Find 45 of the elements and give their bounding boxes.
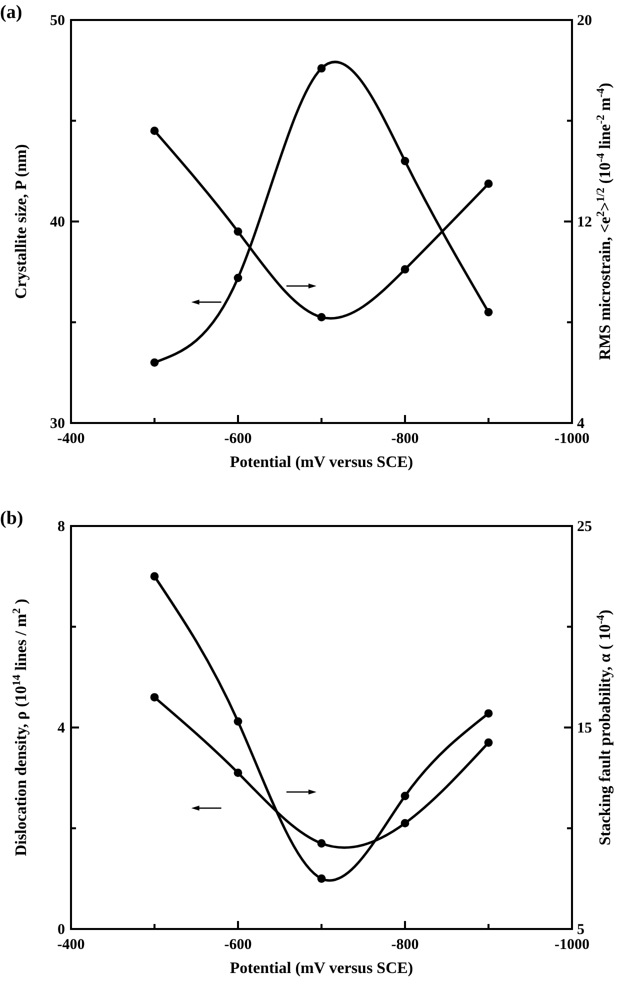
chart-title: (a): [0, 2, 22, 23]
point: [150, 126, 159, 136]
point: [484, 738, 493, 747]
y-tick-label: 0: [58, 922, 65, 938]
point: [484, 180, 493, 188]
point: [317, 839, 326, 848]
point: [400, 156, 410, 166]
x-tick-label: -600: [224, 937, 252, 953]
y-tick-label: 40: [50, 214, 65, 230]
point: [400, 792, 410, 800]
point: [150, 358, 159, 367]
chart-title: (b): [0, 508, 24, 529]
point: [484, 308, 493, 316]
x-tick-label: -400: [57, 431, 85, 447]
point: [400, 265, 410, 274]
y-tick-label: 4: [58, 720, 66, 736]
x-tick-label: -800: [391, 937, 419, 953]
y2-tick-label: 12: [577, 214, 592, 230]
x-tick-label: -800: [391, 431, 419, 447]
y2-tick-label: 25: [577, 519, 592, 535]
point: [150, 572, 159, 581]
point: [234, 717, 242, 726]
x-axis-title: Potential (mV versus SCE): [230, 960, 414, 977]
point: [484, 709, 493, 718]
x-axis-title: Potential (mV versus SCE): [230, 454, 414, 471]
y2-tick-label: 4: [577, 416, 585, 432]
y-tick-label: 50: [50, 13, 65, 29]
y-tick-label: 30: [50, 416, 65, 432]
y2-tick-label: 5: [577, 922, 584, 938]
point: [317, 313, 326, 322]
x-tick-label: -1000: [554, 937, 590, 953]
y2-tick-label: 20: [577, 13, 592, 29]
point: [234, 274, 242, 282]
point: [234, 768, 242, 778]
x-tick-label: -1000: [554, 431, 590, 447]
point: [150, 693, 159, 702]
y-axis-title: Crystallite size, P (nm): [13, 144, 30, 299]
point: [317, 874, 326, 883]
y2-tick-label: 15: [577, 720, 592, 736]
x-tick-label: -400: [57, 937, 85, 953]
y-tick-label: 8: [58, 519, 65, 535]
point: [400, 819, 410, 828]
point: [317, 64, 326, 73]
point: [234, 227, 242, 236]
x-tick-label: -600: [224, 431, 252, 447]
